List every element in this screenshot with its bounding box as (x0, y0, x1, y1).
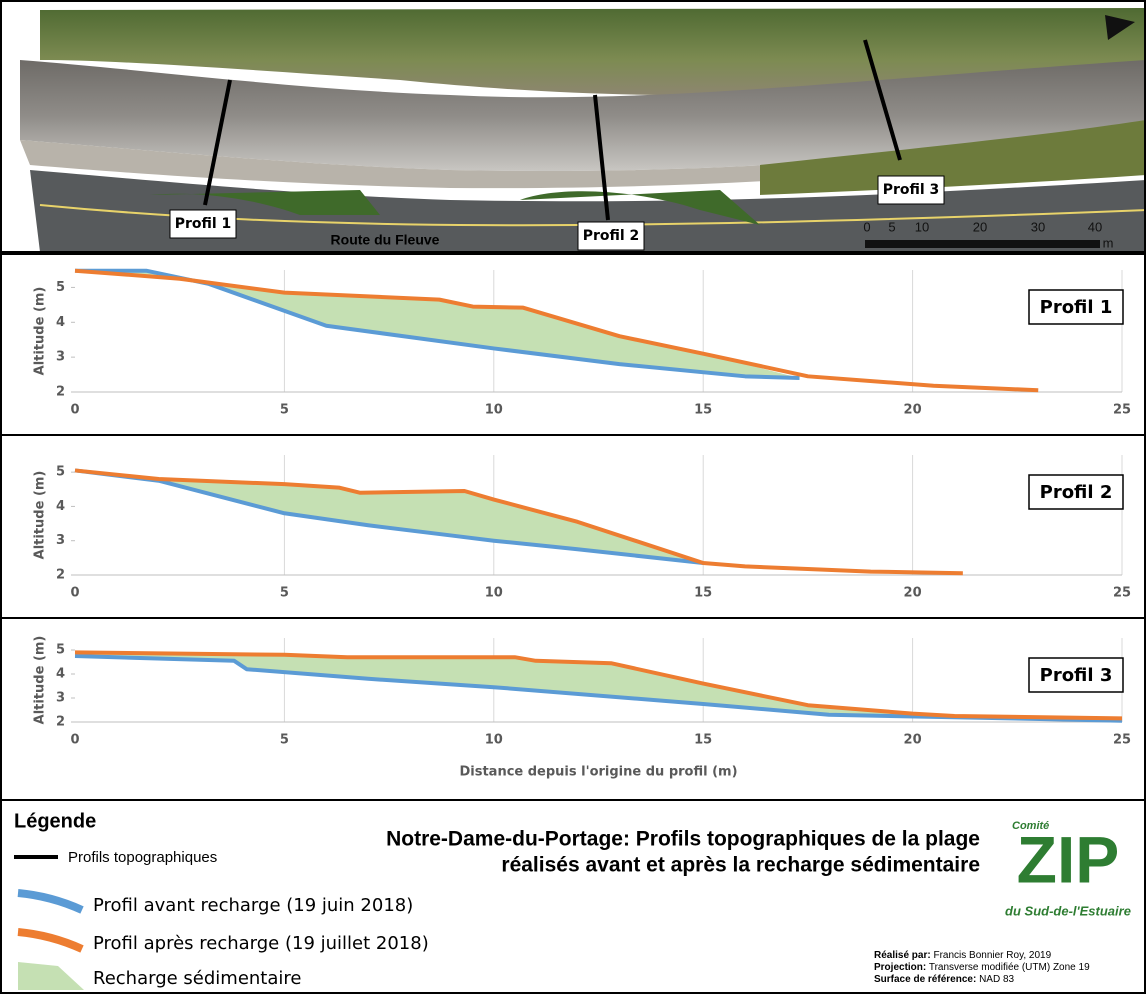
legend: Légende Profils topographiques Profil av… (0, 799, 1146, 994)
recharge-area (75, 470, 704, 563)
logo-text: Comité (1012, 820, 1049, 832)
y-axis-label: Altitude (m) (33, 636, 48, 725)
recharge-area (75, 270, 800, 379)
profile-label: Profil 1 (1040, 297, 1113, 318)
map-label: Profil 2 (583, 228, 640, 244)
scale-unit: m (1103, 235, 1114, 250)
y-tick-label: 2 (56, 385, 65, 400)
legend-title: Légende (14, 810, 96, 832)
logo-text: du Sud-de-l'Estuaire (1005, 903, 1131, 918)
y-tick-label: 2 (56, 568, 65, 583)
legend-label: Profil avant recharge (19 juin 2018) (93, 895, 413, 916)
x-tick-label: 5 (280, 733, 289, 748)
y-tick-label: 4 (56, 667, 65, 682)
y-axis-label: Altitude (m) (33, 287, 48, 376)
x-axis-label: Distance depuis l'origine du profil (m) (459, 765, 737, 780)
x-tick-label: 5 (280, 403, 289, 418)
credit-key: Surface de référence: (874, 974, 976, 985)
title: Notre-Dame-du-Portage: Profils topograph… (386, 828, 980, 851)
credit-text: Francis Bonnier Roy, 2019 (933, 950, 1051, 961)
x-tick-label: 20 (904, 403, 922, 418)
y-tick-label: 3 (56, 691, 65, 706)
y-tick-label: 5 (56, 465, 65, 480)
scale-label: 30 (1031, 219, 1045, 234)
credit-line: Surface de référence: NAD 83 (874, 974, 1015, 985)
profile-line (75, 268, 800, 381)
legend-label: Profils topographiques (68, 849, 217, 866)
x-tick-label: 0 (70, 586, 79, 601)
scale-label: 10 (915, 219, 929, 234)
x-tick-label: 15 (694, 403, 712, 418)
credit-key: Réalisé par: (874, 950, 931, 961)
y-tick-label: 4 (56, 499, 65, 514)
profile-label-box (1028, 474, 1124, 510)
title: réalisés avant et après la recharge sédi… (501, 854, 980, 877)
logo-text: ZIP (1017, 822, 1120, 896)
legend-label: Recharge sédimentaire (93, 968, 301, 989)
x-tick-label: 10 (485, 403, 503, 418)
scale-label: 0 (863, 219, 870, 234)
credit-line: Réalisé par: Francis Bonnier Roy, 2019 (874, 950, 1052, 961)
y-tick-label: 4 (56, 315, 65, 330)
credit-text: NAD 83 (979, 974, 1014, 985)
y-tick-label: 5 (56, 643, 65, 658)
x-tick-label: 25 (1113, 403, 1131, 418)
x-tick-label: 25 (1113, 586, 1131, 601)
y-tick-label: 2 (56, 715, 65, 730)
profile-line (74, 268, 1039, 393)
scale-label: 40 (1088, 219, 1102, 234)
x-tick-label: 20 (904, 586, 922, 601)
x-tick-label: 25 (1113, 733, 1131, 748)
road-label: Route du Fleuve (331, 232, 440, 248)
x-tick-label: 5 (280, 586, 289, 601)
y-tick-label: 3 (56, 533, 65, 548)
x-tick-label: 0 (70, 403, 79, 418)
profile-line (74, 468, 963, 576)
aerial-photo: Profil 1 Profil 2 Profil 3 Route du Fleu… (0, 0, 1146, 253)
profile-line (74, 468, 704, 565)
recharge-area (75, 652, 1122, 721)
x-tick-label: 0 (70, 733, 79, 748)
profile-label-box (1028, 657, 1124, 693)
profile-line (74, 654, 1123, 723)
credit-text: Transverse modifiée (UTM) Zone 19 (929, 962, 1090, 973)
y-tick-label: 3 (56, 350, 65, 365)
credit-key: Projection: (874, 962, 926, 973)
scale-label: 20 (973, 219, 987, 234)
credit-line: Projection: Transverse modifiée (UTM) Zo… (874, 962, 1090, 973)
map-label: Profil 1 (175, 216, 232, 232)
y-axis-label: Altitude (m) (33, 471, 48, 560)
legend-label: Profil après recharge (19 juillet 2018) (93, 933, 429, 954)
map-label: Profil 3 (883, 182, 940, 198)
x-tick-label: 15 (694, 586, 712, 601)
x-tick-label: 10 (485, 586, 503, 601)
profile-label-box (1028, 289, 1124, 325)
profile-label: Profil 2 (1040, 482, 1113, 503)
y-tick-label: 5 (56, 280, 65, 295)
panel (0, 617, 1146, 801)
profile-line (74, 650, 1123, 721)
scale-label: 5 (888, 219, 895, 234)
x-tick-label: 20 (904, 733, 922, 748)
x-tick-label: 15 (694, 733, 712, 748)
x-tick-label: 10 (485, 733, 503, 748)
profile-label: Profil 3 (1040, 665, 1113, 686)
